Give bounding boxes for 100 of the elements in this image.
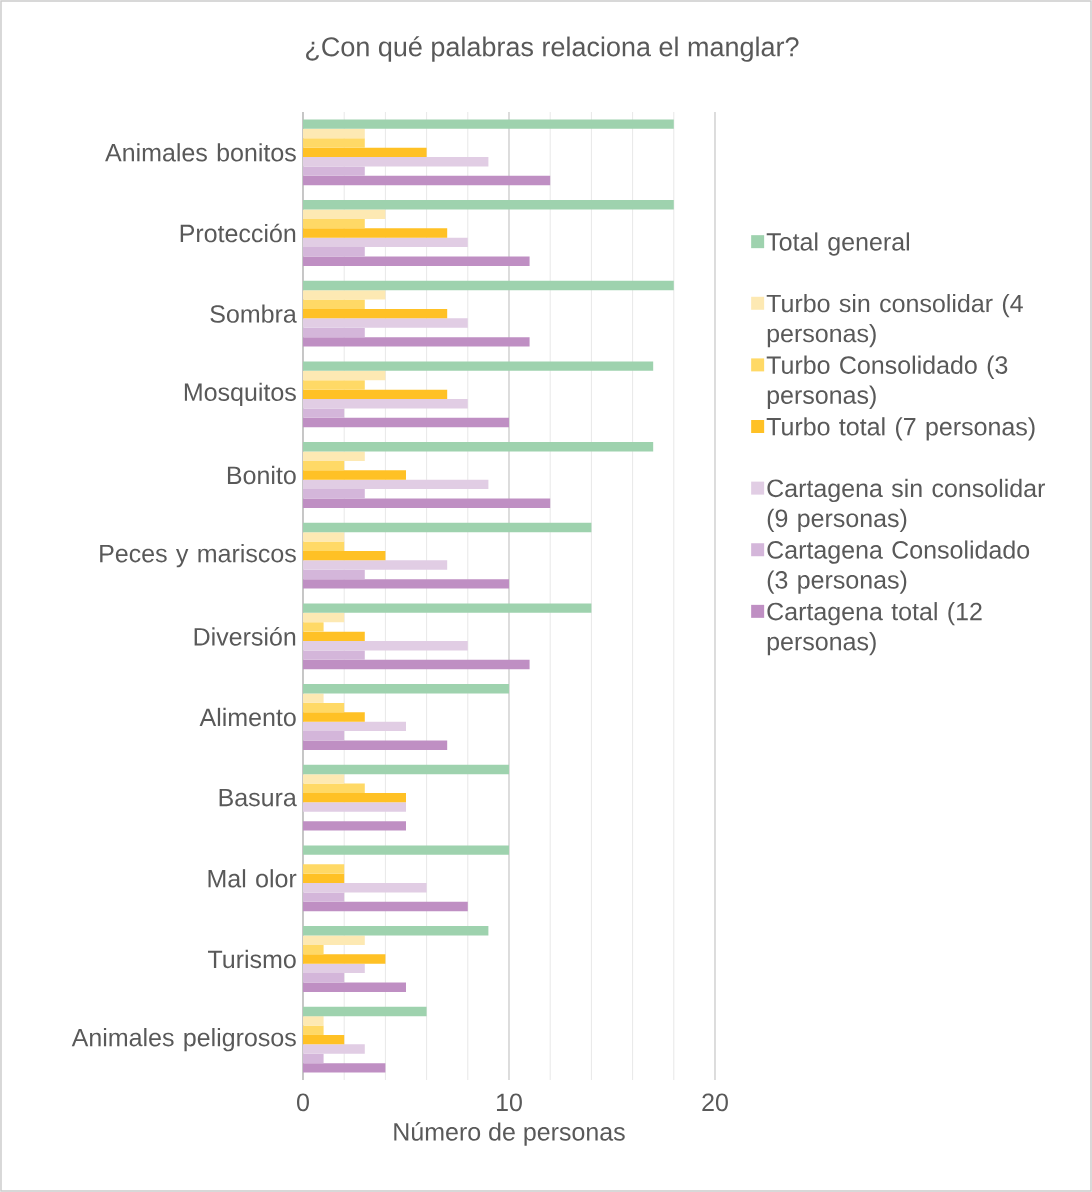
bar	[302, 318, 468, 328]
legend-label: Cartagena sin consolidar (9 personas)	[767, 478, 1045, 533]
y-tick-label: Basura	[219, 788, 297, 807]
bar	[302, 442, 654, 452]
bar	[302, 579, 509, 589]
bar	[302, 299, 365, 309]
bar	[302, 460, 345, 471]
bar	[302, 470, 406, 480]
x-tick-label: 0	[297, 1093, 309, 1112]
y-tick-label: Sombra	[210, 304, 297, 323]
bar	[302, 612, 345, 623]
bar	[302, 873, 345, 884]
bar	[302, 200, 674, 210]
bar	[302, 926, 489, 936]
bar	[302, 417, 509, 428]
bar	[302, 1034, 345, 1045]
bar	[302, 256, 530, 266]
bar	[302, 532, 345, 542]
bar	[302, 1053, 324, 1064]
bar	[302, 147, 427, 158]
bar	[302, 247, 365, 257]
bar	[302, 693, 324, 703]
bar	[302, 308, 448, 319]
bar	[302, 128, 365, 139]
bar	[302, 901, 468, 912]
bar	[302, 560, 448, 570]
bar	[302, 1044, 365, 1054]
bar	[302, 764, 509, 775]
y-tick-label: Bonito	[227, 465, 296, 485]
legend-label: Total general	[766, 232, 909, 256]
bar	[302, 792, 406, 803]
bar	[302, 622, 324, 632]
bar	[302, 650, 365, 660]
bar	[302, 399, 468, 409]
bar	[302, 845, 509, 855]
bar	[302, 774, 345, 784]
bar	[302, 228, 448, 238]
y-tick-label: Animales peligrosos	[71, 1028, 296, 1052]
bar	[302, 550, 386, 561]
bar	[302, 1025, 324, 1035]
bar	[302, 237, 468, 248]
bar	[302, 740, 448, 750]
bar	[302, 712, 365, 722]
bar	[302, 982, 406, 992]
bar	[302, 498, 551, 508]
bar	[302, 389, 448, 400]
bar	[302, 783, 365, 793]
bar	[302, 721, 406, 732]
bar	[302, 1063, 386, 1073]
x-axis-title: Número de personas	[394, 1122, 625, 1146]
legend-label: Cartagena Consolidado (3 personas)	[767, 540, 1030, 594]
bar	[302, 935, 365, 945]
legend-label: Turbo Consolidado (3 personas)	[766, 355, 1008, 409]
bar	[302, 138, 365, 148]
x-tick-label: 20	[702, 1093, 728, 1112]
bar	[302, 479, 489, 490]
bar	[302, 731, 345, 741]
y-tick-label: Peces y mariscos	[100, 544, 296, 568]
bar	[302, 119, 674, 129]
bar	[302, 370, 386, 381]
bar	[302, 290, 386, 300]
bar	[302, 157, 489, 167]
bar	[302, 489, 365, 499]
y-tick-label: Alimento	[199, 707, 296, 727]
bar	[302, 280, 674, 291]
chart-title: ¿Con qué palabras relaciona el manglar?	[306, 36, 799, 62]
bar	[302, 522, 592, 533]
bar	[302, 361, 654, 371]
bar	[302, 337, 530, 347]
y-tick-label: Mal olor	[208, 869, 297, 888]
bar	[302, 541, 345, 551]
bar	[302, 963, 365, 974]
bar	[302, 166, 365, 176]
legend-label: Turbo sin consolidar (4 personas)	[766, 293, 1023, 348]
bar	[302, 327, 365, 338]
y-tick-label: Diversión	[194, 627, 296, 646]
bar	[302, 702, 345, 713]
bar	[302, 603, 592, 613]
bar	[302, 1006, 427, 1017]
bar	[302, 864, 345, 874]
x-tick-label: 10	[496, 1093, 522, 1112]
bar	[302, 892, 345, 902]
bar	[302, 1016, 324, 1026]
bar	[302, 821, 406, 831]
bar	[302, 954, 386, 964]
y-tick-label: Mosquitos	[184, 382, 296, 406]
bar	[302, 631, 365, 642]
legend-label: Cartagena total (12 personas)	[767, 602, 982, 656]
bar	[302, 659, 530, 670]
y-tick-label: Protección	[180, 223, 296, 243]
bar	[302, 380, 365, 390]
bar	[302, 883, 427, 893]
bar	[302, 408, 345, 418]
legend-label: Turbo total (7 personas)	[766, 417, 1035, 441]
y-tick-label: Turismo	[208, 949, 296, 969]
bar	[302, 684, 509, 694]
bar	[302, 209, 386, 219]
bar	[302, 451, 365, 461]
bar	[302, 802, 406, 812]
y-tick-label: Animales bonitos	[105, 143, 296, 162]
